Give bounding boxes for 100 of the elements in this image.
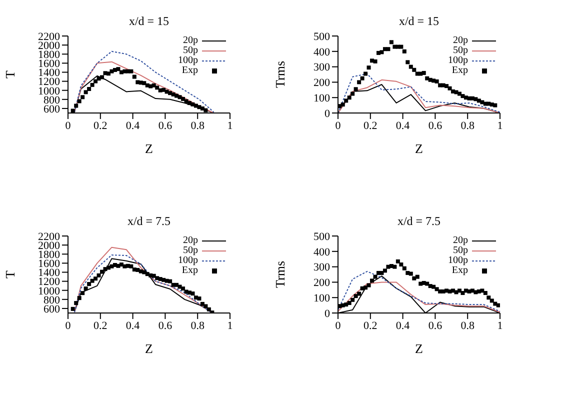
x-tick-label: 0.4 <box>126 320 140 332</box>
y-axis-title: T <box>2 270 18 278</box>
point <box>350 92 355 96</box>
point <box>360 76 364 80</box>
point <box>354 87 358 92</box>
point <box>116 264 120 268</box>
x-tick-label: 0 <box>65 120 72 132</box>
point <box>364 72 368 76</box>
x-tick-label: 0 <box>335 320 342 332</box>
point <box>434 287 439 292</box>
legend-label: 100p <box>448 255 468 266</box>
legend-label: 50p <box>183 245 198 256</box>
legend-label: 100p <box>448 55 468 66</box>
point <box>174 94 179 98</box>
point <box>129 69 134 74</box>
point <box>364 286 368 290</box>
point <box>116 67 120 72</box>
point <box>380 50 384 54</box>
x-tick-label: 0.4 <box>396 320 410 332</box>
point <box>197 296 202 301</box>
y-axis-title: T <box>2 70 18 78</box>
point <box>162 88 166 92</box>
point <box>451 288 456 293</box>
point <box>168 91 172 96</box>
point <box>174 282 179 287</box>
y-axis-title: Trms <box>272 61 288 88</box>
x-tick-label: 0.8 <box>460 320 475 332</box>
point <box>155 276 160 280</box>
y-axis-title: Trms <box>272 261 288 288</box>
y-tick-label: 400 <box>314 246 330 258</box>
x-tick-label: 1 <box>497 120 503 132</box>
point <box>458 288 462 293</box>
point <box>448 86 452 90</box>
point <box>204 304 208 308</box>
point <box>480 100 484 104</box>
point <box>496 303 500 308</box>
point <box>483 290 488 295</box>
y-tick-label: 100 <box>314 292 330 305</box>
legend-label: 50p <box>183 45 198 56</box>
x-tick-label: 0.8 <box>190 120 205 132</box>
y-tick-label: 500 <box>314 30 330 43</box>
point <box>142 81 146 86</box>
legend-label: 50p <box>453 245 468 256</box>
y-tick-label: 400 <box>314 46 330 58</box>
legend-label: 20p <box>453 235 468 246</box>
point <box>110 69 114 74</box>
point <box>370 58 374 63</box>
point <box>396 259 400 264</box>
point <box>74 104 78 108</box>
point <box>190 292 195 296</box>
legend-label: 20p <box>453 35 468 46</box>
point <box>474 97 478 102</box>
point <box>197 105 202 110</box>
x-tick-label: 0.6 <box>428 120 443 132</box>
y-tick-label: 500 <box>314 230 330 243</box>
point <box>142 270 146 274</box>
point <box>110 264 114 268</box>
point <box>432 78 436 83</box>
point <box>96 273 101 278</box>
point <box>77 296 82 300</box>
point <box>80 291 85 296</box>
x-tick-label: 0.4 <box>126 120 140 132</box>
point <box>444 84 449 88</box>
point <box>74 301 78 306</box>
point <box>204 108 208 112</box>
point <box>190 102 195 106</box>
x-tick-label: 0.4 <box>396 120 410 132</box>
chart-title: x/d = 7.5 <box>396 214 442 229</box>
x-tick-label: 0.6 <box>158 320 173 332</box>
point <box>80 95 85 100</box>
point <box>380 270 384 275</box>
point <box>366 66 371 70</box>
point <box>100 270 104 274</box>
point <box>70 108 75 113</box>
point <box>87 282 92 286</box>
legend-label: Exp <box>182 265 198 276</box>
point <box>406 60 410 64</box>
point <box>90 82 94 87</box>
point <box>181 96 186 101</box>
point <box>357 292 362 296</box>
point <box>87 86 92 91</box>
point <box>94 79 98 84</box>
x-axis-title: Z <box>415 141 424 156</box>
point <box>408 272 413 276</box>
chart-title: x/d = 15 <box>398 14 440 29</box>
point <box>373 59 378 64</box>
x-tick-label: 0.6 <box>158 120 173 132</box>
point <box>392 264 397 269</box>
legend-label: 20p <box>183 35 198 46</box>
legend-label: 100p <box>178 55 198 66</box>
point <box>460 290 465 295</box>
x-tick-label: 0.8 <box>460 120 475 132</box>
x-axis-title: Z <box>145 341 154 356</box>
point <box>389 40 394 44</box>
point <box>382 268 387 273</box>
y-tick-label: 300 <box>314 262 330 274</box>
y-tick-label: 300 <box>314 62 330 74</box>
x-tick-label: 0.2 <box>364 120 378 132</box>
point <box>162 278 166 282</box>
y-tick-label: 200 <box>314 77 330 90</box>
